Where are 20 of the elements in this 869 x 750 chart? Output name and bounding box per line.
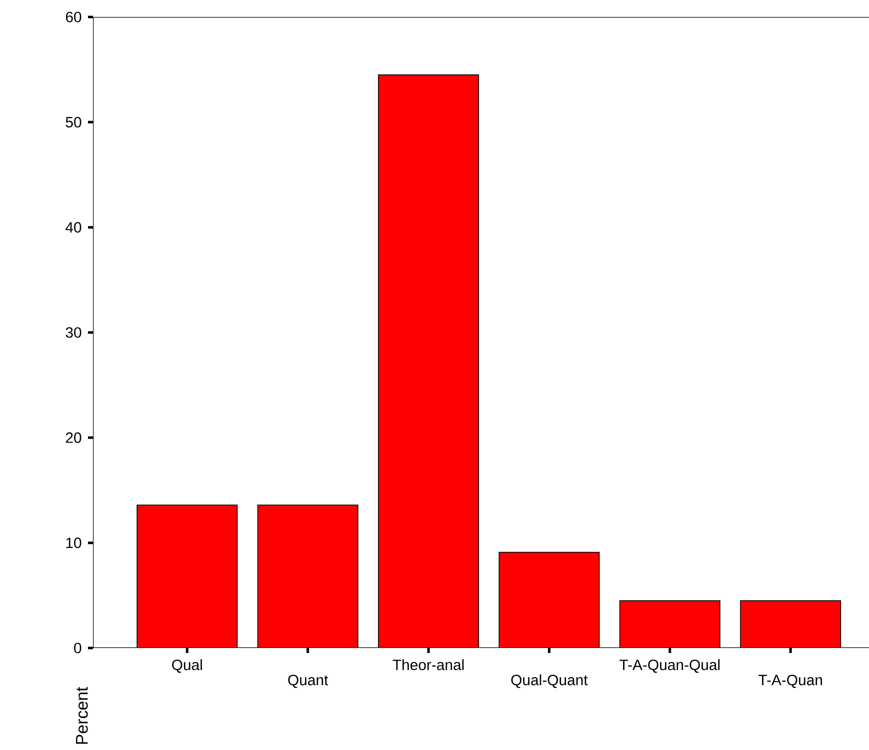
y-tick-label: 40 bbox=[66, 222, 82, 233]
y-tick-label: 50 bbox=[66, 116, 82, 128]
x-tick-label: T-A-Quan-Qual bbox=[620, 659, 720, 673]
y-tick-label: 30 bbox=[66, 327, 82, 338]
y-tick-label: 20 bbox=[66, 432, 82, 443]
x-tick-label: Qual-Quant bbox=[511, 674, 588, 688]
y-tick-label: 0 bbox=[74, 642, 82, 654]
bar bbox=[136, 504, 238, 648]
bar bbox=[740, 600, 842, 648]
bar bbox=[498, 552, 600, 648]
y-axis-title: Percent bbox=[76, 686, 88, 744]
x-tick-label: Quant bbox=[288, 674, 328, 688]
x-tick-label: T-A-Quan bbox=[758, 674, 822, 688]
x-tick-label: Theor-anal bbox=[392, 659, 464, 670]
y-tick-label: 60 bbox=[66, 12, 82, 22]
y-tick-label: 10 bbox=[66, 537, 82, 548]
bar bbox=[619, 600, 720, 648]
x-tick-label: Qual bbox=[172, 659, 202, 673]
bar bbox=[378, 74, 479, 648]
bar bbox=[257, 504, 358, 648]
